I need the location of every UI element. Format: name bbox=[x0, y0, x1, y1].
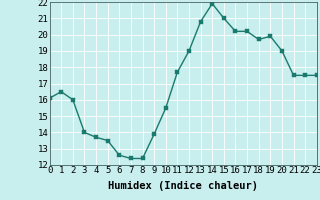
X-axis label: Humidex (Indice chaleur): Humidex (Indice chaleur) bbox=[108, 181, 258, 191]
